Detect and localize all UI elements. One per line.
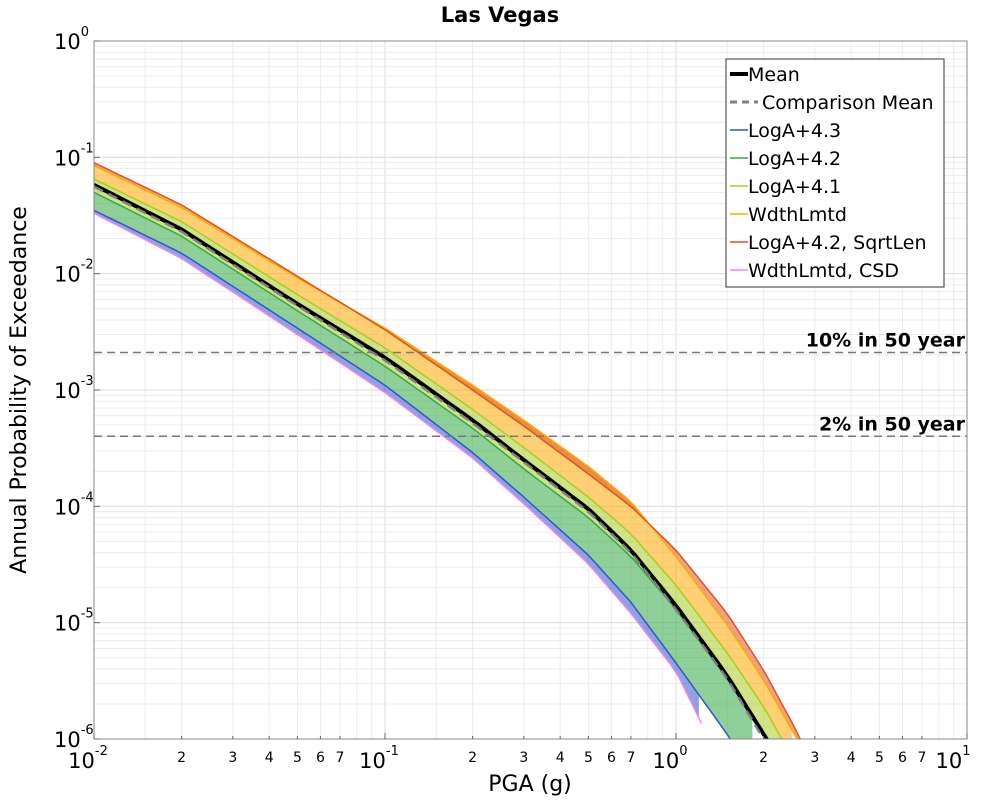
series-line-loga-4-1 [94, 178, 783, 739]
y-tick-exp: -4 [81, 490, 94, 505]
series-line-loga-4-3 [94, 209, 732, 739]
y-axis-label: Annual Probability of Exceedance [7, 206, 32, 574]
legend-label: LogA+4.1 [748, 176, 841, 198]
x-minor-label: 6 [316, 750, 325, 766]
y-tick-base: 10 [54, 612, 81, 636]
y-tick-base: 10 [54, 263, 81, 287]
x-tick-label: 101 [935, 744, 970, 773]
x-tick-exp: 0 [679, 744, 687, 759]
series-lines [94, 162, 802, 739]
x-tick-label: 10-2 [68, 744, 108, 773]
x-tick-exp: -2 [95, 744, 108, 759]
x-minor-label: 2 [177, 750, 186, 766]
x-minor-label: 5 [293, 750, 302, 766]
x-minor-label: 2 [759, 750, 768, 766]
x-tick-base: 10 [68, 749, 95, 773]
y-tick-label: 10-5 [54, 607, 94, 636]
x-minor-label: 3 [519, 750, 528, 766]
y-tick-base: 10 [54, 728, 81, 752]
x-tick-base: 10 [359, 749, 386, 773]
x-tick-base: 10 [935, 749, 962, 773]
x-tick-label: 100 [652, 744, 687, 773]
x-minor-label: 4 [265, 750, 274, 766]
x-minor-label: 6 [607, 750, 616, 766]
series-line-loga-4-2-sqrtlen [94, 162, 802, 739]
x-axis-label: PGA (g) [488, 772, 572, 797]
y-tick-label: 10-1 [54, 141, 94, 170]
reference-label-1: 2% in 50 year [819, 413, 966, 435]
y-tick-label: 10-6 [54, 723, 94, 752]
x-minor-label: 7 [335, 750, 344, 766]
y-tick-exp: 0 [81, 25, 89, 40]
legend-label: LogA+4.2, SqrtLen [748, 232, 927, 254]
x-minor-label: 3 [810, 750, 819, 766]
y-tick-exp: -2 [81, 258, 94, 273]
x-minor-label: 5 [584, 750, 593, 766]
y-tick-exp: -3 [81, 374, 94, 389]
x-tick-exp: 1 [962, 744, 970, 759]
reference-lines: 10% in 50 year 2% in 50 year [94, 330, 967, 438]
series-line-wdthlmtd-csd [94, 212, 703, 724]
y-tick-base: 10 [54, 495, 81, 519]
legend-label: WdthLmtd, CSD [748, 260, 899, 282]
reference-label-0: 10% in 50 year [806, 330, 966, 352]
y-tick-exp: -1 [81, 141, 94, 156]
legend-label: Mean [748, 64, 800, 86]
legend: Mean Comparison Mean LogA+4.3 LogA+4.2 LogA+… [725, 58, 945, 288]
x-minor-label: 7 [917, 750, 926, 766]
chart-title: Las Vegas [441, 3, 559, 27]
y-tick-base: 10 [54, 146, 81, 170]
x-minor-label: 5 [875, 750, 884, 766]
x-minor-label: 7 [626, 750, 635, 766]
legend-label: Comparison Mean [762, 92, 934, 114]
x-minor-label: 4 [847, 750, 856, 766]
x-minor-label: 6 [898, 750, 907, 766]
x-tick-base: 10 [652, 749, 679, 773]
legend-label: LogA+4.3 [748, 120, 841, 142]
x-tick-label: 10-1 [359, 744, 399, 773]
x-minor-label: 2 [468, 750, 477, 766]
y-tick-label: 10-3 [54, 374, 94, 403]
legend-label: LogA+4.2 [748, 148, 841, 170]
x-minor-label: 4 [556, 750, 565, 766]
x-tick-exp: -1 [386, 744, 399, 759]
y-tick-base: 10 [54, 30, 81, 54]
y-tick-label: 10-4 [54, 490, 94, 519]
y-tick-exp: -5 [81, 607, 94, 622]
x-minor-label: 3 [228, 750, 237, 766]
y-tick-label: 100 [54, 25, 89, 54]
y-tick-label: 10-2 [54, 258, 94, 287]
y-tick-exp: -6 [81, 723, 94, 738]
series-line-comparison-mean [94, 185, 766, 739]
y-tick-base: 10 [54, 379, 81, 403]
series-line-wdthlmtd [94, 164, 798, 739]
legend-label: WdthLmtd [748, 204, 847, 226]
legend-box [725, 58, 945, 288]
series-line-mean [94, 183, 769, 739]
